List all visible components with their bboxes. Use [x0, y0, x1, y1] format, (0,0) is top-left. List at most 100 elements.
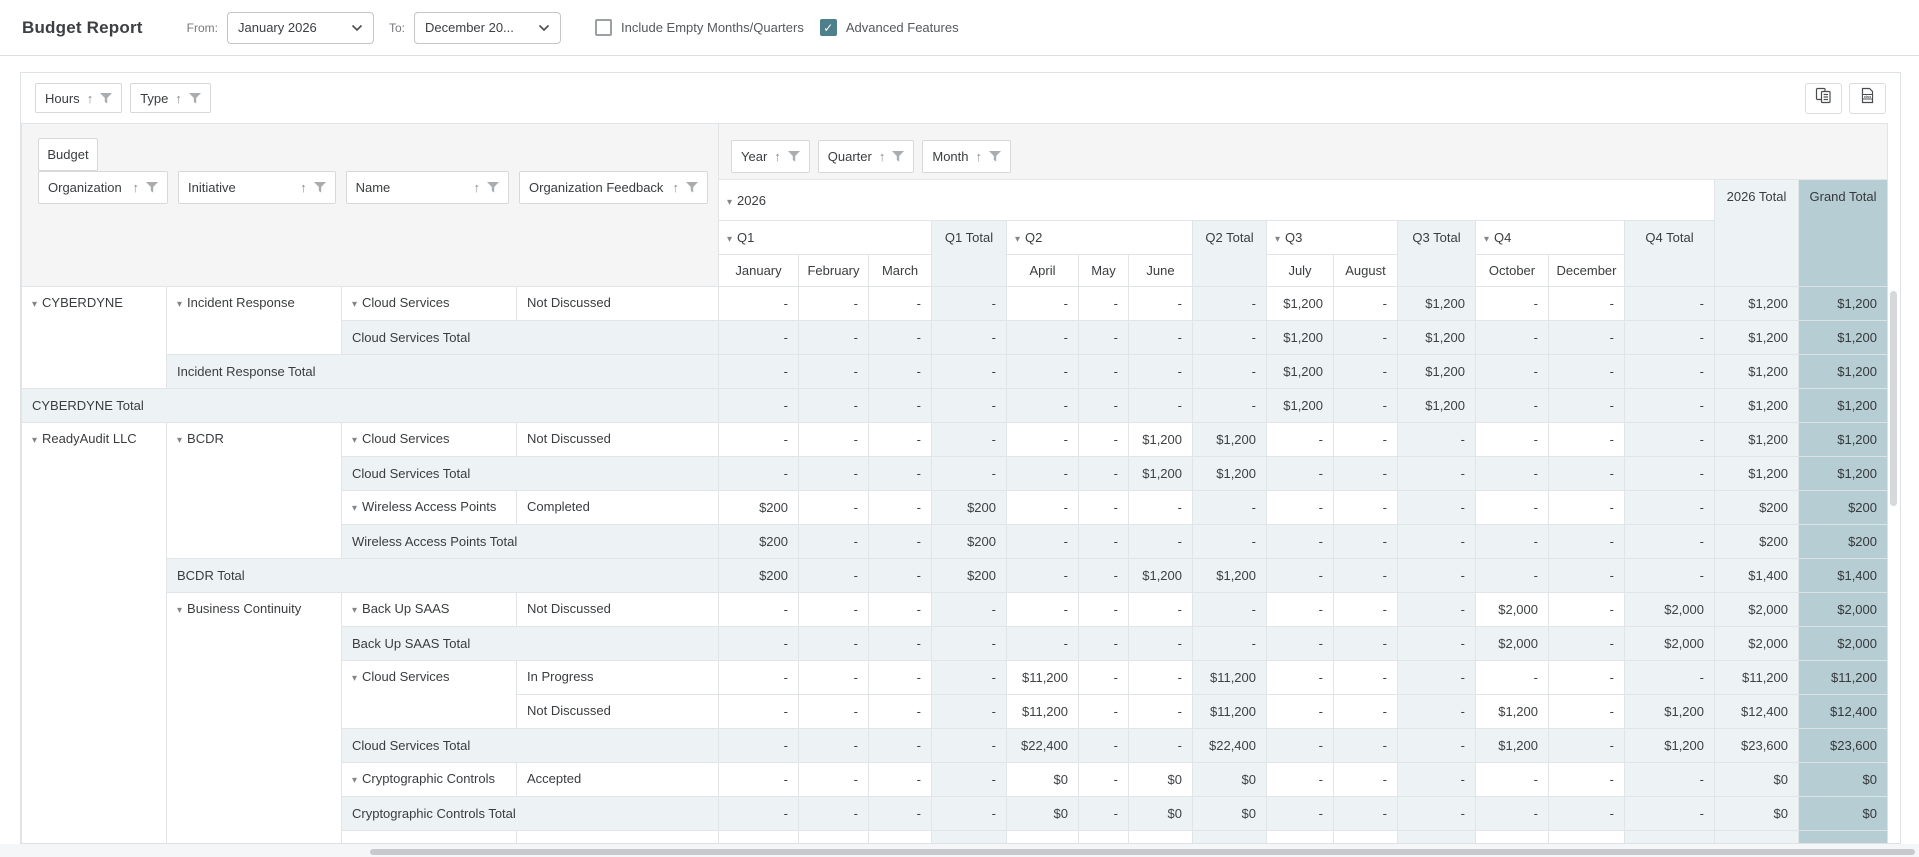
column-header-year-total[interactable]: 2026 Total [1715, 180, 1799, 287]
field-button-quarter[interactable]: Quarter↑ [818, 140, 915, 173]
row-header-cell[interactable]: ▾Wireless Access Points [342, 491, 517, 525]
column-header-month-february[interactable]: February [799, 255, 869, 287]
row-header-total-cell[interactable]: Cloud Services Total [342, 321, 719, 355]
expand-collapse-icon[interactable]: ▾ [727, 234, 732, 245]
expand-collapse-icon[interactable]: ▾ [177, 435, 182, 446]
row-header-cell[interactable]: ▾Back Up SAAS [342, 593, 517, 627]
row-header-total-cell[interactable]: BCDR Total [167, 559, 719, 593]
column-header-month-august[interactable]: August [1334, 255, 1398, 287]
excel-export-button[interactable]: xlsx [1849, 83, 1886, 114]
filter-icon[interactable] [314, 182, 326, 193]
row-header-cell[interactable]: Not Discussed [517, 695, 719, 729]
row-header-cell[interactable]: ▾ReadyAudit LLC [22, 423, 167, 844]
sort-ascending-icon[interactable]: ↑ [673, 180, 680, 195]
field-button-initiative[interactable]: Initiative↑ [178, 171, 336, 204]
expand-collapse-icon[interactable]: ▾ [177, 299, 182, 310]
field-button-year[interactable]: Year↑ [731, 140, 810, 173]
column-header-month-october[interactable]: October [1476, 255, 1549, 287]
row-header-cell[interactable]: ▾Incident Response [167, 287, 342, 355]
expand-collapse-icon[interactable]: ▾ [352, 299, 357, 310]
include-empty-checkbox[interactable] [595, 19, 612, 36]
to-select[interactable]: December 20... [414, 12, 561, 44]
filter-icon[interactable] [686, 182, 698, 193]
expand-collapse-icon[interactable]: ▾ [352, 673, 357, 684]
sort-ascending-icon[interactable]: ↑ [879, 149, 886, 164]
row-header-total-cell[interactable]: Back Up SAAS Total [342, 627, 719, 661]
sort-ascending-icon[interactable]: ↑ [133, 180, 140, 195]
row-header-cell[interactable] [342, 831, 517, 844]
filter-icon[interactable] [487, 182, 499, 193]
sort-ascending-icon[interactable]: ↑ [175, 91, 182, 106]
expand-collapse-icon[interactable]: ▾ [352, 605, 357, 616]
sort-ascending-icon[interactable]: ↑ [474, 180, 481, 195]
column-header-month-march[interactable]: March [869, 255, 932, 287]
column-header-q1-total[interactable]: Q1 Total [932, 221, 1007, 287]
advanced-features-checkbox[interactable]: ✓ [820, 19, 837, 36]
expand-collapse-icon[interactable]: ▾ [727, 197, 732, 208]
row-header-cell[interactable]: ▾Cloud Services [342, 287, 517, 321]
filter-icon[interactable] [788, 151, 800, 162]
field-button-budget[interactable]: Budget [38, 138, 98, 171]
field-button-month[interactable]: Month↑ [922, 140, 1011, 173]
column-header-q3-total[interactable]: Q3 Total [1398, 221, 1476, 287]
filter-icon[interactable] [146, 182, 158, 193]
column-header-q1[interactable]: ▾Q1 [719, 221, 932, 255]
vertical-scrollbar[interactable] [1890, 291, 1897, 506]
field-button-hours[interactable]: Hours↑ [35, 83, 122, 113]
expand-collapse-icon[interactable]: ▾ [352, 435, 357, 446]
column-header-month-january[interactable]: January [719, 255, 799, 287]
row-header-cell[interactable]: Not Discussed [517, 593, 719, 627]
row-header-total-cell[interactable]: Cloud Services Total [342, 729, 719, 763]
expand-collapse-icon[interactable]: ▾ [352, 503, 357, 514]
field-button-organization[interactable]: Organization↑ [38, 171, 168, 204]
expand-collapse-icon[interactable]: ▾ [32, 299, 37, 310]
expand-collapse-icon[interactable]: ▾ [352, 775, 357, 786]
expand-collapse-icon[interactable]: ▾ [1275, 234, 1280, 245]
row-header-total-cell[interactable]: Cloud Services Total [342, 457, 719, 491]
sort-ascending-icon[interactable]: ↑ [976, 149, 983, 164]
column-header-q2[interactable]: ▾Q2 [1007, 221, 1193, 255]
expand-collapse-icon[interactable]: ▾ [1484, 234, 1489, 245]
filter-icon[interactable] [892, 151, 904, 162]
field-button-type[interactable]: Type↑ [130, 83, 211, 113]
row-header-cell[interactable]: ▾BCDR [167, 423, 342, 559]
row-header-cell[interactable]: Accepted [517, 763, 719, 797]
column-header-q4-total[interactable]: Q4 Total [1625, 221, 1715, 287]
expand-collapse-icon[interactable]: ▾ [177, 605, 182, 616]
row-header-cell[interactable]: Completed [517, 491, 719, 525]
column-header-month-june[interactable]: June [1129, 255, 1193, 287]
sort-ascending-icon[interactable]: ↑ [774, 149, 781, 164]
field-button-name[interactable]: Name↑ [346, 171, 509, 204]
copy-button[interactable] [1805, 83, 1842, 114]
column-header-month-july[interactable]: July [1267, 255, 1334, 287]
row-header-cell[interactable]: Not Discussed [517, 287, 719, 321]
column-header-grand-total[interactable]: Grand Total [1799, 180, 1888, 287]
sort-ascending-icon[interactable]: ↑ [87, 91, 94, 106]
expand-collapse-icon[interactable]: ▾ [32, 435, 37, 446]
filter-icon[interactable] [989, 151, 1001, 162]
filter-icon[interactable] [189, 93, 201, 104]
row-header-total-cell[interactable]: Incident Response Total [167, 355, 719, 389]
row-header-total-cell[interactable]: Wireless Access Points Total [342, 525, 719, 559]
column-header-year[interactable]: ▾2026 [719, 180, 1715, 221]
row-header-cell[interactable]: ▾Cloud Services [342, 661, 517, 729]
row-header-cell[interactable]: ▾Cryptographic Controls [342, 763, 517, 797]
horizontal-scrollbar[interactable] [370, 849, 1915, 855]
row-header-total-cell[interactable]: Cryptographic Controls Total [342, 797, 719, 831]
field-button-organization-feedback[interactable]: Organization Feedback↑ [519, 171, 708, 204]
column-header-q3[interactable]: ▾Q3 [1267, 221, 1398, 255]
column-header-month-december[interactable]: December [1549, 255, 1625, 287]
column-header-q4[interactable]: ▾Q4 [1476, 221, 1625, 255]
row-header-cell[interactable]: Not Discussed [517, 423, 719, 457]
column-header-month-april[interactable]: April [1007, 255, 1079, 287]
column-header-q2-total[interactable]: Q2 Total [1193, 221, 1267, 287]
row-header-cell[interactable]: ▾CYBERDYNE [22, 287, 167, 389]
filter-icon[interactable] [100, 93, 112, 104]
row-header-cell[interactable]: In Progress [517, 661, 719, 695]
column-header-month-may[interactable]: May [1079, 255, 1129, 287]
row-header-total-cell[interactable]: CYBERDYNE Total [22, 389, 719, 423]
row-header-cell[interactable]: ▾Cloud Services [342, 423, 517, 457]
expand-collapse-icon[interactable]: ▾ [1015, 234, 1020, 245]
row-header-cell[interactable]: ▾Business Continuity [167, 593, 342, 844]
row-header-cell[interactable] [517, 831, 719, 844]
